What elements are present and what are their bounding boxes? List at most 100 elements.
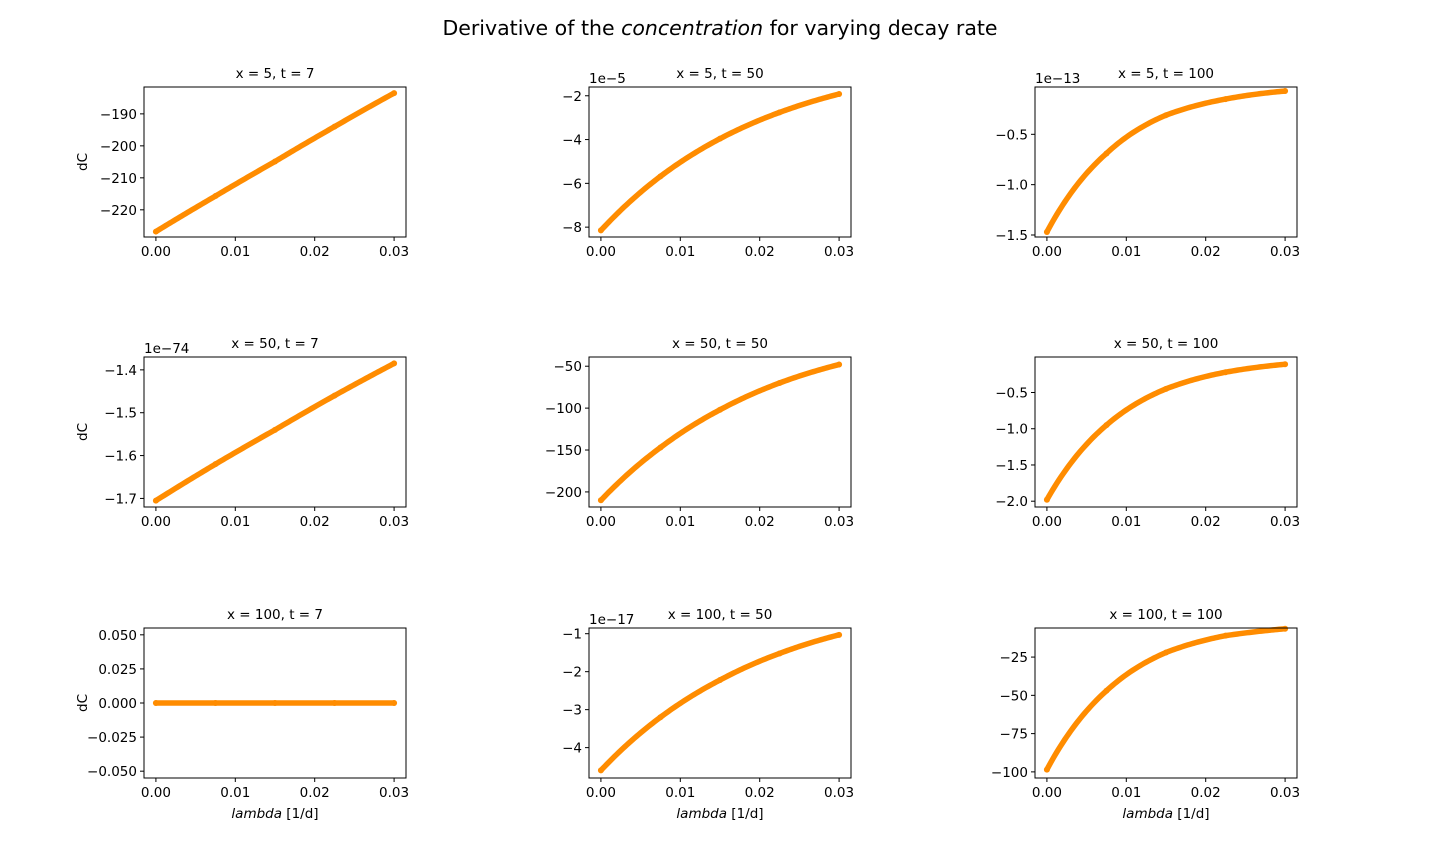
data-point — [597, 497, 604, 504]
series-line — [1044, 361, 1288, 503]
x-tick-label: 0.03 — [1270, 244, 1300, 260]
data-point — [1043, 766, 1050, 773]
data-point — [272, 426, 278, 433]
x-axis-label-variable: lambda — [1122, 806, 1173, 822]
y-tick-label: −2 — [562, 665, 582, 681]
y-tick-label: −0.5 — [995, 386, 1028, 402]
x-tick-label: 0.01 — [220, 514, 250, 530]
subplot-2: 0.00 0.01 0.02 0.03 −8 −6 −4 −2 x = 5, t = 50 1e−… — [562, 66, 854, 260]
data-point — [391, 90, 398, 97]
x-tick-label: 0.02 — [745, 514, 775, 530]
data-point — [331, 392, 338, 399]
y-tick-label: −100 — [991, 765, 1028, 781]
data-point — [1163, 649, 1169, 656]
x-tick-label: 0.03 — [824, 785, 854, 801]
subplot-title: x = 50, t = 7 — [231, 336, 318, 352]
y-tick-label: −1.0 — [995, 178, 1028, 194]
x-axis-label-unit: [1/d] — [1173, 806, 1210, 822]
data-point — [152, 228, 159, 235]
subplot-7: 0.00 0.01 0.02 0.03 −0.050 −0.025 0.000 0.025 0.… — [75, 607, 409, 822]
data-point — [1282, 88, 1289, 95]
data-point — [597, 767, 604, 774]
data-point — [212, 461, 219, 468]
y-tick-label: 0.050 — [98, 628, 137, 644]
subplot-9: 0.00 0.01 0.02 0.03 −100 −75 −50 −25 x = 100, t … — [991, 607, 1300, 822]
y-tick-label: 0.000 — [98, 696, 137, 712]
y-tick-label: −1.6 — [104, 449, 137, 465]
y-tick-label: −0.050 — [87, 764, 137, 780]
x-tick-label: 0.03 — [379, 514, 409, 530]
y-tick-label: −0.5 — [995, 127, 1028, 143]
subplot-title: x = 100, t = 7 — [227, 607, 323, 623]
x-tick-label: 0.01 — [665, 244, 695, 260]
x-tick-label: 0.00 — [1032, 244, 1062, 260]
series-line — [1044, 88, 1288, 235]
subplot-5: 0.00 0.01 0.02 0.03 −200 −150 −100 −50 x = 50, t… — [545, 336, 854, 530]
figure-title-prefix: Derivative of the — [442, 16, 621, 40]
y-tick-label: −200 — [545, 485, 582, 501]
series-line — [598, 361, 842, 504]
subplot-3: 0.00 0.01 0.02 0.03 −1.5 −1.0 −0.5 x = 5, t = 1… — [995, 66, 1300, 260]
data-point — [331, 700, 338, 706]
x-tick-label: 0.01 — [665, 514, 695, 530]
x-tick-label: 0.00 — [1032, 514, 1062, 530]
x-tick-label: 0.03 — [1270, 785, 1300, 801]
x-axis-label: lambda [1/d] — [231, 806, 318, 822]
y-tick-label: 0.025 — [98, 662, 137, 678]
x-axis-label-variable: lambda — [231, 806, 282, 822]
y-tick-label: −6 — [562, 176, 582, 192]
y-tick-label: −4 — [562, 741, 582, 757]
x-axis-label: lambda [1/d] — [1122, 806, 1209, 822]
x-tick-label: 0.03 — [379, 785, 409, 801]
axis-offset-label: 1e−5 — [589, 71, 626, 87]
subplot-title: x = 50, t = 50 — [672, 336, 768, 352]
data-point — [391, 700, 398, 706]
x-tick-label: 0.01 — [665, 785, 695, 801]
y-tick-label: −25 — [1000, 650, 1029, 666]
y-tick-label: −4 — [562, 133, 582, 149]
y-tick-label: −100 — [545, 401, 582, 417]
data-point — [331, 123, 338, 130]
axes-frame — [588, 86, 852, 238]
y-tick-label: −8 — [562, 220, 582, 236]
x-tick-label: 0.02 — [300, 244, 330, 260]
y-tick-label: −1.0 — [995, 422, 1028, 438]
y-axis-label: dC — [75, 423, 91, 441]
x-tick-label: 0.01 — [1111, 785, 1141, 801]
y-tick-label: −1 — [562, 627, 582, 643]
y-axis-label: dC — [75, 694, 91, 712]
x-tick-label: 0.00 — [141, 785, 171, 801]
data-point — [836, 361, 843, 368]
y-tick-label: −220 — [100, 203, 137, 219]
subplot-title: x = 50, t = 100 — [1114, 336, 1219, 352]
subplot-title: x = 100, t = 50 — [668, 607, 773, 623]
y-tick-label: −75 — [1000, 727, 1029, 743]
y-axis-label: dC — [75, 153, 91, 171]
y-tick-label: −210 — [100, 171, 137, 187]
x-tick-label: 0.01 — [220, 244, 250, 260]
x-tick-label: 0.01 — [1111, 244, 1141, 260]
data-point — [391, 360, 398, 367]
axes-frame — [1034, 627, 1298, 779]
series-line — [598, 91, 842, 234]
y-tick-label: −1.5 — [995, 458, 1028, 474]
x-axis-label-unit: [1/d] — [727, 806, 764, 822]
subplot-8: 0.00 0.01 0.02 0.03 −4 −3 −2 −1 x = 100, t = 50 1… — [562, 607, 854, 822]
subplot-title: x = 100, t = 100 — [1109, 607, 1222, 623]
x-tick-label: 0.02 — [1191, 514, 1221, 530]
data-point — [836, 91, 843, 98]
y-tick-label: −1.5 — [104, 406, 137, 422]
y-tick-label: −3 — [562, 703, 582, 719]
figure-title: Derivative of the concentration for vary… — [442, 16, 997, 40]
data-point — [212, 193, 219, 200]
y-tick-label: −50 — [554, 359, 583, 375]
figure-title-italic: concentration — [621, 16, 763, 40]
data-point — [1163, 385, 1169, 392]
data-point — [657, 444, 664, 451]
x-axis-label-variable: lambda — [676, 806, 727, 822]
axes-frame — [588, 356, 852, 508]
data-point — [776, 650, 783, 657]
data-point — [1222, 369, 1229, 376]
x-tick-label: 0.02 — [1191, 785, 1221, 801]
